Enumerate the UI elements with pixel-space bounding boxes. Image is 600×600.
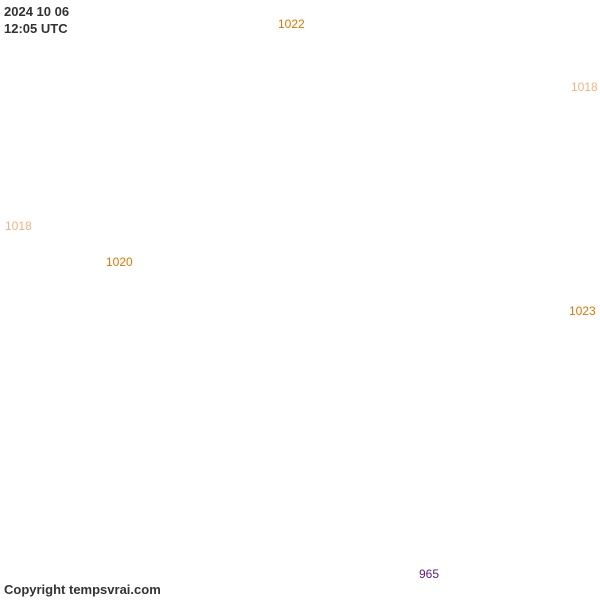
pressure-label-1018-2: 1018 [5,219,32,233]
pressure-label-965-5: 965 [419,567,439,581]
pressure-label-1022-0: 1022 [278,17,305,31]
timestamp: 2024 10 06 12:05 UTC [4,4,69,38]
time-text: 12:05 UTC [4,21,68,36]
pressure-label-1023-4: 1023 [569,304,596,318]
date-text: 2024 10 06 [4,4,69,19]
pressure-label-1018-1: 1018 [571,80,598,94]
copyright-text: Copyright tempsvrai.com [4,582,161,597]
pressure-label-1020-3: 1020 [106,255,133,269]
